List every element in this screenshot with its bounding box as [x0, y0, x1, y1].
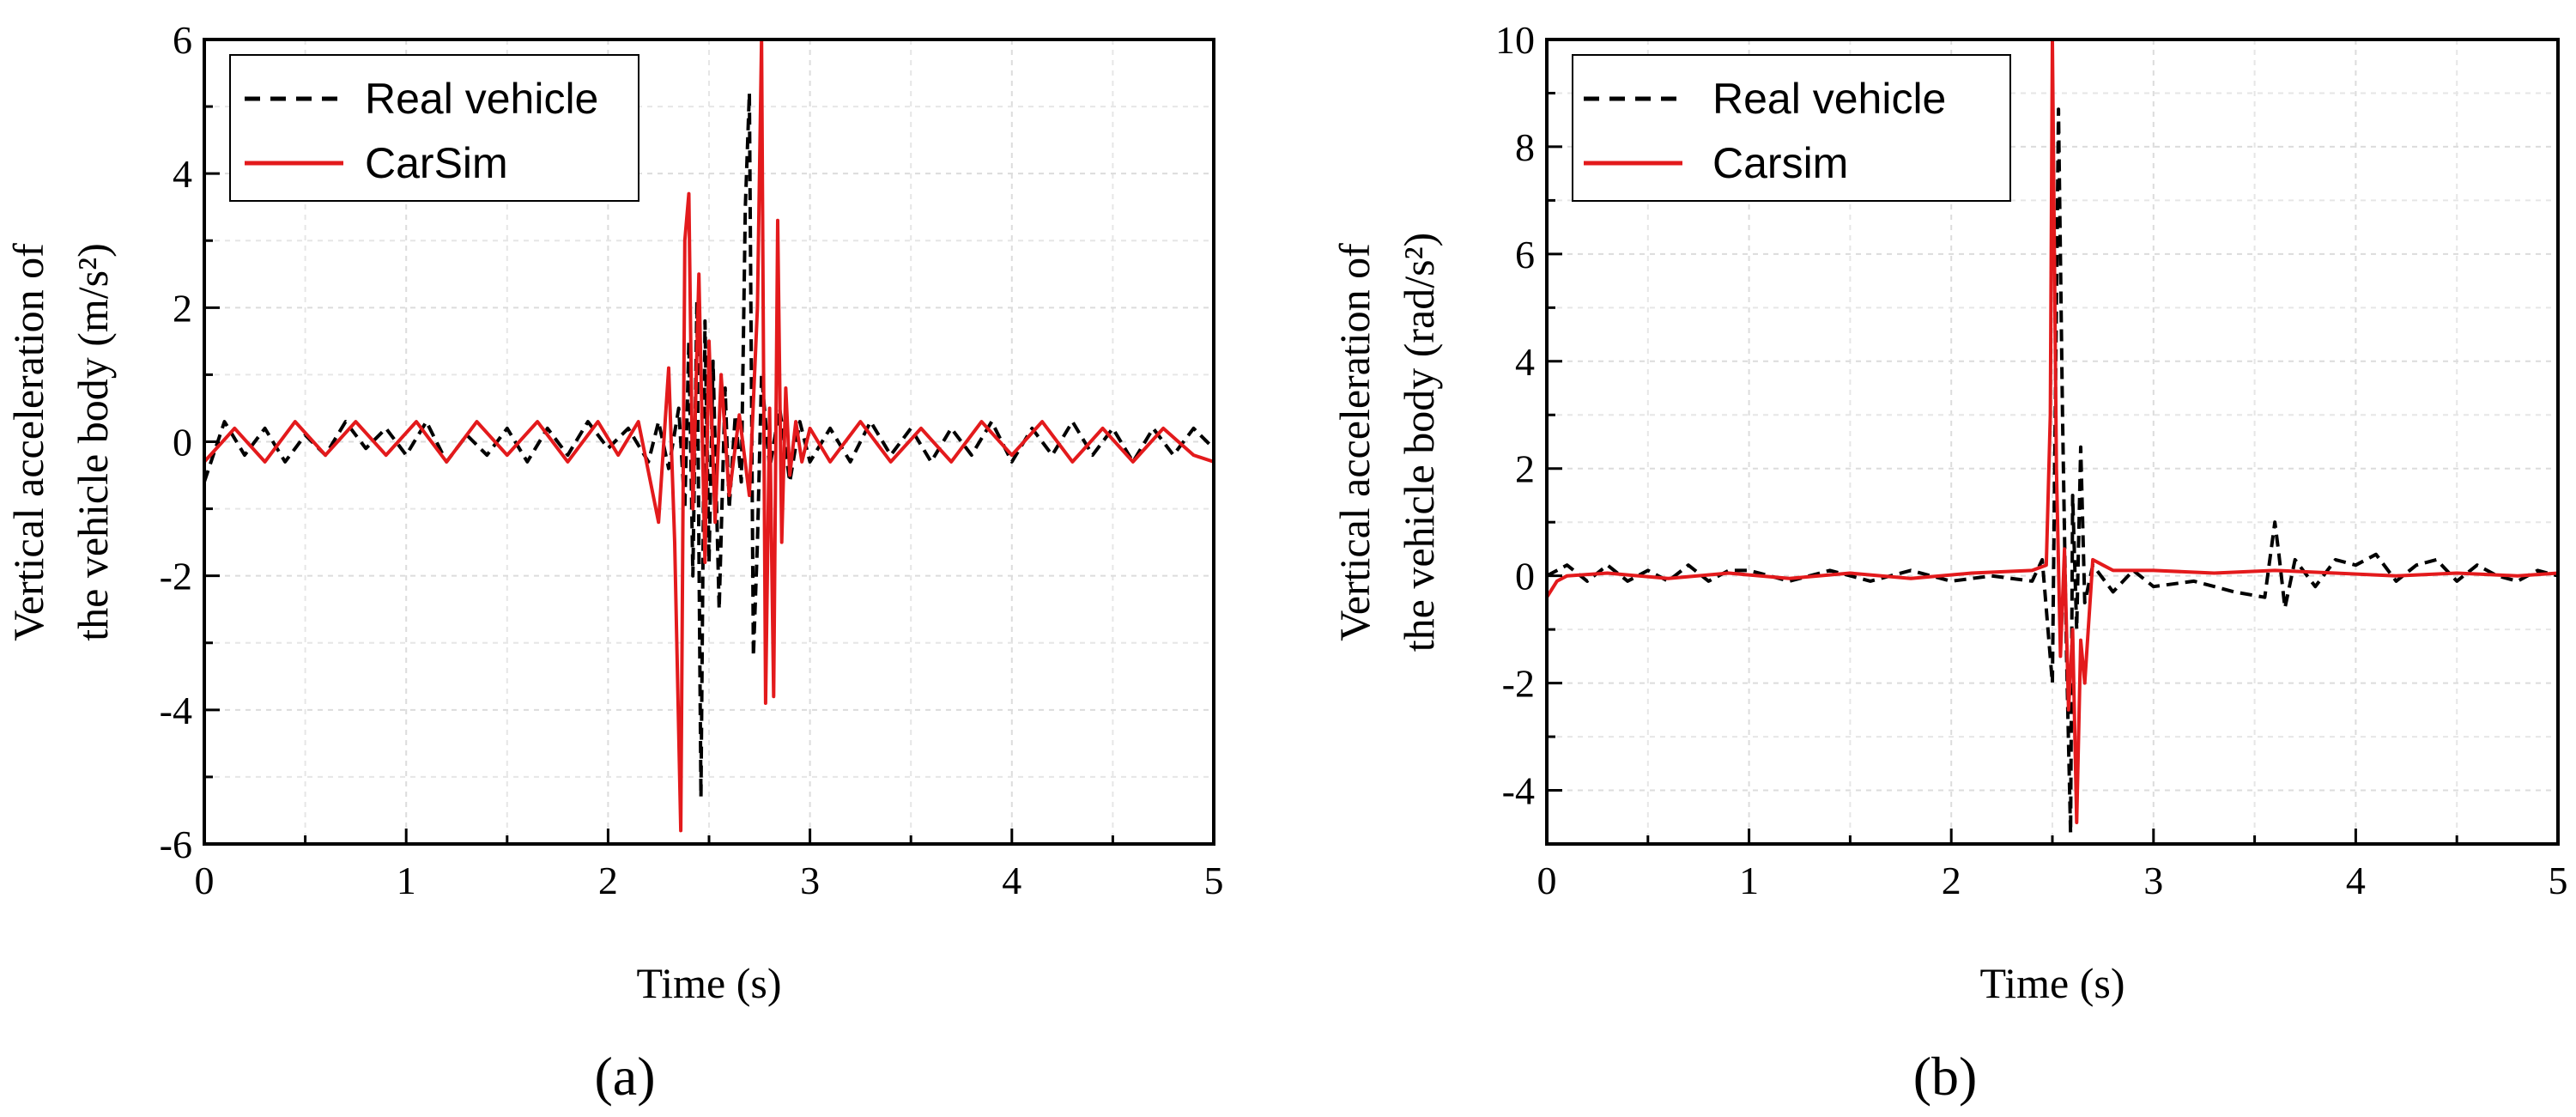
x-tick-label: 3	[2143, 859, 2163, 902]
panel-a-legend-label-sim: CarSim	[365, 139, 508, 187]
panel-b-y-axis-title: Vertical acceleration of the vehicle bod…	[1330, 233, 1443, 652]
x-tick-label: 2	[598, 859, 618, 902]
x-tick-label: 0	[195, 859, 215, 902]
series-line-carsim	[203, 38, 1215, 833]
chart-panel-a: 0 1 2 3 4 5 -6 -4 -2 0 2 4 6 Real vehicle CarSim Tim…	[4, 18, 1224, 1107]
y-tick-label: 4	[1515, 340, 1535, 384]
panel-a-plot-area	[203, 38, 1215, 833]
y-tick-label: 2	[1515, 447, 1535, 491]
x-tick-label: 5	[2549, 859, 2568, 902]
panel-a-y-axis-title-line1: Vertical acceleration of	[4, 243, 52, 641]
panel-a-legend-label-real: Real vehicle	[365, 75, 598, 123]
panel-b-legend-label-sim: Carsim	[1712, 139, 1848, 187]
series-line-carsim	[1545, 38, 2559, 824]
y-tick-label: 8	[1515, 125, 1535, 169]
panel-b-y-axis-title-line2: the vehicle body (rad/s²)	[1395, 233, 1443, 652]
y-tick-label: 2	[173, 286, 192, 330]
y-tick-label: 0	[173, 421, 192, 464]
series-line-real-vehicle	[1546, 107, 2559, 835]
panel-a-ticks: 0 1 2 3 4 5 -6 -4 -2 0 2 4 6	[160, 18, 1224, 902]
panel-b-ticks: 0 1 2 3 4 5 -4 -2 0 2 4 6 8 10	[1495, 18, 2568, 902]
chart-panel-b: 0 1 2 3 4 5 -4 -2 0 2 4 6 8 10 Real vehicle Carsim Ti…	[1330, 18, 2568, 1107]
panel-b-legend-label-real: Real vehicle	[1712, 75, 1946, 123]
y-tick-label: -4	[160, 689, 192, 732]
panel-a-label: (a)	[594, 1046, 655, 1107]
y-tick-label: 10	[1495, 18, 1535, 62]
x-tick-label: 5	[1204, 859, 1224, 902]
panel-a-legend-box	[229, 54, 639, 202]
y-tick-label: 4	[173, 152, 192, 196]
y-tick-label: 6	[173, 18, 192, 62]
panel-a-x-axis-title: Time (s)	[636, 959, 781, 1007]
panel-b-y-axis-title-line1: Vertical acceleration of	[1330, 243, 1379, 641]
x-tick-label: 4	[1002, 859, 1021, 902]
panel-b-plot-area	[1545, 38, 2559, 835]
series-line-real-vehicle	[203, 91, 1215, 799]
x-tick-label: 4	[2346, 859, 2366, 902]
x-tick-label: 1	[397, 859, 416, 902]
panel-a-y-axis-title: Vertical acceleration of the vehicle bod…	[4, 243, 117, 641]
panel-b-x-axis-title: Time (s)	[1979, 959, 2124, 1007]
x-tick-label: 2	[1942, 859, 1961, 902]
y-tick-label: -4	[1502, 769, 1535, 813]
panel-b-legend: Real vehicle Carsim	[1572, 54, 2011, 202]
x-tick-label: 1	[1739, 859, 1759, 902]
y-tick-label: 0	[1515, 555, 1535, 598]
panel-a-legend: Real vehicle CarSim	[229, 54, 639, 202]
panel-a-y-axis-title-line2: the vehicle body (m/s²)	[69, 243, 117, 640]
x-tick-label: 3	[800, 859, 820, 902]
panel-b-legend-box	[1572, 54, 2011, 202]
y-tick-label: -6	[160, 823, 192, 866]
y-tick-label: -2	[1502, 662, 1535, 706]
y-tick-label: -2	[160, 555, 192, 598]
panel-b-label: (b)	[1913, 1046, 1978, 1107]
y-tick-label: 6	[1515, 233, 1535, 276]
x-tick-label: 0	[1537, 859, 1557, 902]
